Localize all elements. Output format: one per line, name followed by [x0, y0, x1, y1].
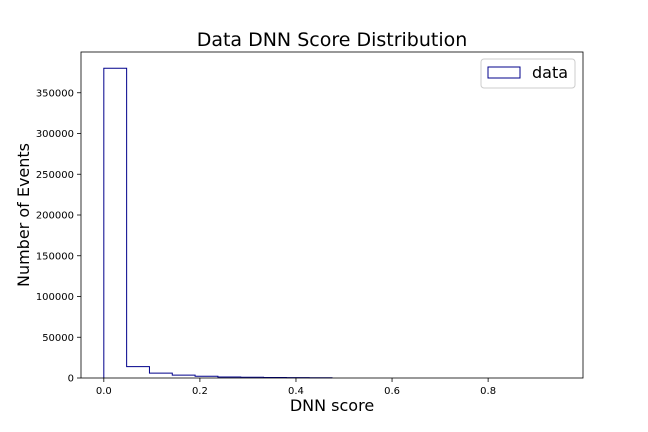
x-tick-label: 0.0	[96, 386, 112, 397]
histogram-series-data	[103, 67, 333, 379]
x-axis-label: DNN score	[290, 396, 374, 415]
x-tick-label: 0.2	[192, 386, 208, 397]
y-tick-label: 150000	[36, 251, 74, 262]
y-tick-label: 300000	[36, 129, 74, 140]
y-tick-label: 0	[68, 374, 74, 385]
histogram-bin	[149, 373, 172, 378]
axes-frame	[80, 51, 584, 379]
y-tick-label: 50000	[42, 333, 74, 344]
y-axis-label: Number of Events	[14, 143, 33, 287]
y-tick-label: 250000	[36, 170, 74, 181]
y-axis: 0 50000 100000 150000 200000 250000 300000 3500…	[36, 88, 81, 385]
y-tick-label: 100000	[36, 292, 74, 303]
histogram-bin	[127, 367, 150, 378]
plot-area	[103, 67, 333, 379]
legend-label-data: data	[532, 63, 568, 82]
legend-box	[480, 58, 576, 89]
histogram-bin	[172, 375, 195, 378]
x-tick-label: 0.8	[480, 386, 496, 397]
y-tick-label: 350000	[36, 88, 74, 99]
x-tick-label: 0.6	[384, 386, 400, 397]
legend: data	[480, 58, 576, 89]
x-axis: 0.0 0.2 0.4 0.6 0.8	[96, 378, 496, 397]
histogram-bin	[104, 68, 127, 378]
x-tick-label: 0.4	[288, 386, 304, 397]
chart-title: Data DNN Score Distribution	[197, 29, 468, 51]
y-tick-label: 200000	[36, 211, 74, 222]
legend-swatch-data	[487, 66, 521, 79]
